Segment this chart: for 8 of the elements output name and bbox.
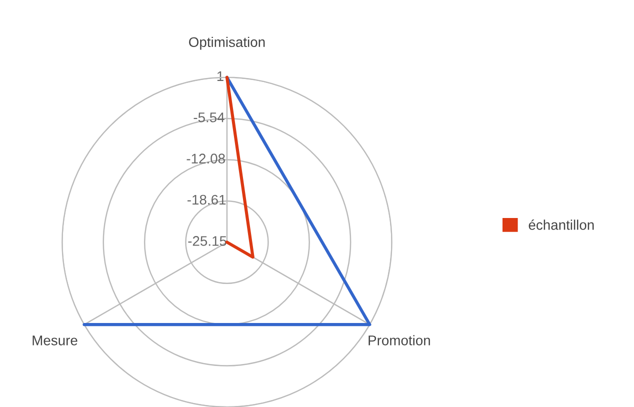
y-tick-label: -25.15: [188, 236, 226, 246]
y-tick-label: -12.08: [186, 154, 225, 164]
spoke-label: Optimisation: [189, 36, 265, 50]
legend-label: échantillon: [528, 220, 594, 230]
spoke-label: Mesure: [32, 336, 78, 346]
spoke-label: Promotion: [368, 335, 430, 346]
y-tick-label: -18.61: [187, 194, 226, 205]
y-tick-label: -5.54: [194, 112, 224, 122]
